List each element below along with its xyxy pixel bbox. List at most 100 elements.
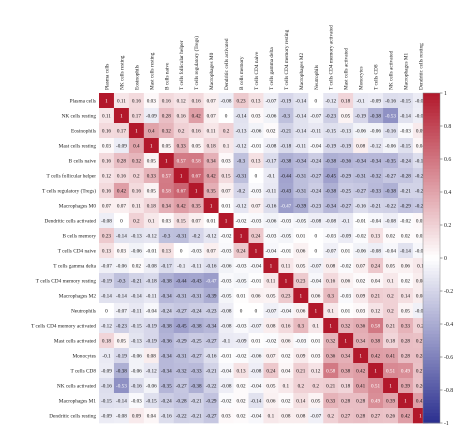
heatmap-cell (128, 123, 145, 139)
row-label: B cells memory (62, 233, 96, 239)
cell-value-label: -0.36 (340, 158, 351, 164)
cell-value-label: -0.22 (385, 203, 396, 209)
heatmap-cell (353, 183, 369, 199)
cell-value-label: -0.1 (357, 98, 366, 104)
colorbar-tick-label: 1 (444, 91, 447, 97)
colorbar-segment (423, 201, 440, 206)
heatmap-cell (353, 318, 369, 334)
heatmap-cell (233, 138, 249, 154)
cell-value-label: 0.1 (223, 143, 230, 149)
heatmap-cell (308, 288, 324, 304)
colorbar-segment (423, 175, 440, 180)
colorbar-segment (423, 291, 440, 295)
cell-value-label: -0.34 (206, 323, 217, 329)
cell-value-label: -0.31 (191, 293, 202, 299)
heatmap-cell (383, 393, 399, 409)
heatmap-cell (278, 273, 294, 289)
heatmap-cell (173, 363, 189, 379)
cell-value-label: -0.04 (221, 368, 232, 374)
cell-value-label: 0.27 (416, 338, 425, 344)
cell-value-label: -0.22 (206, 383, 217, 389)
cell-value-label: -0.19 (340, 143, 351, 149)
heatmap-cell (278, 258, 294, 274)
colorbar-segment (423, 307, 440, 312)
cell-value-label: 0.07 (207, 248, 216, 254)
cell-value-label: -0.06 (146, 383, 157, 389)
heatmap-cell (368, 198, 384, 214)
cell-value-label: 0.36 (356, 323, 365, 329)
cell-value-label: 1 (240, 233, 243, 239)
colorbar-segment (423, 132, 440, 137)
heatmap-cell (233, 168, 249, 184)
cell-value-label: -0.21 (191, 398, 202, 404)
heatmap-cell (323, 393, 339, 409)
cell-value-label: -0.3 (282, 113, 291, 119)
column-label: Macrophages M0 (209, 52, 215, 90)
heatmap-cell (99, 213, 115, 229)
heatmap-cell (218, 408, 234, 424)
colorbar-segment (423, 406, 440, 411)
heatmap-cell (113, 108, 130, 124)
cell-value-label: 0.1 (268, 413, 275, 419)
cell-value-label: 0.58 (371, 323, 380, 329)
heatmap-cell (338, 363, 354, 379)
heatmap-cell (158, 333, 175, 349)
heatmap-cell (113, 363, 130, 379)
heatmap-cell (218, 168, 234, 184)
colorbar-segment (423, 350, 440, 355)
heatmap-cell (293, 333, 309, 349)
heatmap-cell (338, 168, 354, 184)
column-label: Plasma cells (104, 64, 110, 90)
heatmap-cell (158, 168, 175, 184)
colorbar-segment (423, 390, 440, 394)
cell-value-label: 0.08 (416, 293, 425, 299)
cell-value-label: 0.05 (311, 398, 320, 404)
cell-value-label: -0.02 (221, 398, 232, 404)
heatmap-cell (99, 363, 115, 379)
row-label: Plasma cells (70, 98, 96, 104)
cell-value-label: -0.01 (251, 278, 262, 284)
colorbar-tick-label: 0.6 (444, 157, 451, 163)
heatmap-cell (218, 333, 234, 349)
cell-value-label: 1 (285, 278, 288, 284)
row-label: Dendritic cells activated (45, 218, 97, 224)
cell-value-label: -0.32 (176, 368, 187, 374)
heatmap-cell (99, 108, 115, 124)
heatmap-cell (323, 258, 339, 274)
cell-value-label: 0.28 (117, 158, 126, 164)
heatmap-cell (233, 378, 249, 394)
cell-value-label: -0.07 (116, 308, 127, 314)
cell-value-label: -0.3 (162, 233, 171, 239)
column-label: Mast cells activated (344, 48, 350, 90)
cell-value-label: -0.02 (236, 218, 247, 224)
cell-value-label: 0.28 (356, 398, 365, 404)
heatmap-cell (383, 168, 399, 184)
heatmap-cell (99, 183, 115, 199)
heatmap-cell (368, 168, 384, 184)
cell-value-label: 0.15 (222, 173, 231, 179)
cell-value-label: 0.34 (356, 338, 365, 344)
row-label: Eosinophils (71, 128, 96, 134)
colorbar-segment (423, 333, 440, 338)
colorbar-segment (423, 340, 440, 345)
heatmap-cell (338, 273, 354, 289)
cell-value-label: -0.21 (415, 188, 426, 194)
colorbar-segment (423, 304, 440, 308)
heatmap-cell (188, 303, 204, 319)
heatmap-cells: 1 0.11 0.16 0.03 0.16 0.12 0.16 0.07 -0.08 0.23 0.… (99, 93, 429, 424)
cell-value-label: -0.08 (146, 263, 157, 269)
cell-value-label: 0.42 (117, 188, 126, 194)
heatmap-cell (338, 258, 354, 274)
cell-value-label: 0.07 (222, 188, 231, 194)
heatmap-cell (368, 288, 384, 304)
cell-value-label: -0.03 (266, 233, 277, 239)
heatmap-cell (293, 153, 309, 169)
cell-value-label: 0.18 (341, 98, 350, 104)
cell-value-label: 0.03 (102, 143, 111, 149)
colorbar-segment (423, 225, 440, 229)
row-label: T cells CD4 memory resting (36, 278, 97, 284)
cell-value-label: 0.1 (417, 263, 424, 269)
heatmap-cell (263, 258, 279, 274)
heatmap-cell (188, 393, 204, 409)
cell-value-label: 0.28 (341, 398, 350, 404)
